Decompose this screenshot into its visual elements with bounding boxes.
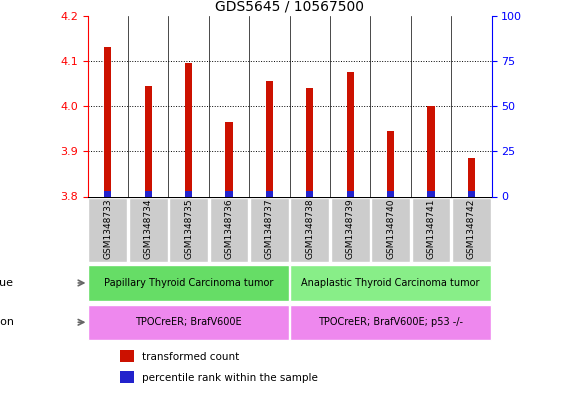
Bar (250, 198, 289, 262)
Text: GSM1348735: GSM1348735 (184, 198, 193, 259)
Bar (266, 81, 273, 196)
Bar (104, 191, 111, 196)
Bar (266, 191, 273, 196)
Text: TPOCreER; BrafV600E: TPOCreER; BrafV600E (135, 317, 242, 327)
Bar (88, 198, 127, 262)
Bar (427, 106, 434, 196)
Bar (290, 198, 329, 262)
Title: GDS5645 / 10567500: GDS5645 / 10567500 (215, 0, 364, 13)
Bar (145, 191, 152, 196)
Bar (185, 191, 192, 196)
Text: GSM1348738: GSM1348738 (305, 198, 314, 259)
Text: GSM1348734: GSM1348734 (144, 198, 153, 259)
Text: GSM1348742: GSM1348742 (467, 198, 476, 259)
Bar (452, 198, 491, 262)
Text: GSM1348741: GSM1348741 (427, 198, 436, 259)
Bar (468, 158, 475, 196)
Text: transformed count: transformed count (142, 352, 240, 362)
Text: Anaplastic Thyroid Carcinoma tumor: Anaplastic Thyroid Carcinoma tumor (301, 278, 480, 288)
Bar (331, 198, 370, 262)
Text: GSM1348736: GSM1348736 (224, 198, 233, 259)
Text: TPOCreER; BrafV600E; p53 -/-: TPOCreER; BrafV600E; p53 -/- (318, 317, 463, 327)
Bar (185, 63, 192, 196)
Bar (346, 72, 354, 196)
Text: GSM1348739: GSM1348739 (346, 198, 355, 259)
Bar (120, 350, 134, 362)
Bar (427, 191, 434, 196)
Text: GSM1348737: GSM1348737 (265, 198, 274, 259)
Bar (346, 191, 354, 196)
Bar (225, 122, 233, 196)
Bar (88, 265, 289, 301)
Bar (210, 198, 249, 262)
Bar (306, 191, 314, 196)
Bar (88, 305, 289, 340)
Bar (120, 371, 134, 384)
Bar (290, 305, 491, 340)
Bar (145, 86, 152, 196)
Text: Papillary Thyroid Carcinoma tumor: Papillary Thyroid Carcinoma tumor (104, 278, 273, 288)
Bar (387, 191, 394, 196)
Bar (468, 191, 475, 196)
Text: tissue: tissue (0, 278, 14, 288)
Bar (129, 198, 168, 262)
Bar (387, 131, 394, 196)
Bar (306, 88, 314, 196)
Bar (371, 198, 410, 262)
Bar (104, 48, 111, 196)
Bar (225, 191, 233, 196)
Text: genotype/variation: genotype/variation (0, 317, 14, 327)
Bar (290, 265, 491, 301)
Text: percentile rank within the sample: percentile rank within the sample (142, 373, 318, 383)
Bar (169, 198, 208, 262)
Text: GSM1348733: GSM1348733 (103, 198, 112, 259)
Text: GSM1348740: GSM1348740 (386, 198, 395, 259)
Bar (411, 198, 450, 262)
